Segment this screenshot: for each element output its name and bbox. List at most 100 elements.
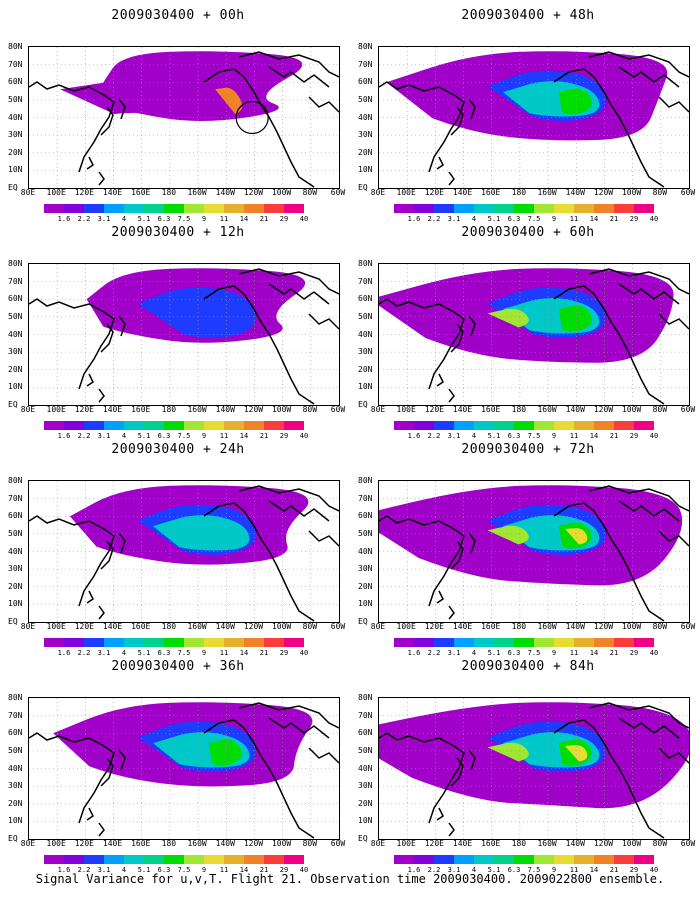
colorbar-swatch — [124, 204, 144, 213]
coastline — [448, 822, 455, 837]
lon-tick-label: 80E — [370, 839, 386, 848]
colorbar-label: 40 — [649, 649, 659, 657]
coastline — [29, 298, 115, 390]
lon-tick-label: 160W — [187, 839, 207, 848]
coastline — [86, 373, 94, 387]
lon-tick-label: 80E — [370, 622, 386, 631]
coastline — [86, 807, 94, 821]
lat-tick-label: 60N — [358, 77, 373, 87]
variance-contour — [558, 88, 592, 115]
lat-tick-label: 60N — [8, 77, 23, 87]
lon-tick-label: 140E — [452, 839, 473, 848]
panel-title: 2009030400 + 48h — [461, 8, 595, 23]
colorbar-label: 5.1 — [487, 432, 501, 440]
coastline — [436, 590, 444, 604]
map-panel: 2009030400 + 24h 80N 70N 60N 50N 40N 30N 20N 10N… — [8, 442, 348, 657]
lat-tick-label: 50N — [8, 94, 23, 104]
coastline — [618, 717, 680, 739]
lat-tick-label: 50N — [358, 94, 373, 104]
colorbar-swatch — [144, 421, 164, 430]
colorbar-swatch — [104, 204, 124, 213]
coastline — [658, 530, 689, 547]
colorbar-label: 4 — [121, 432, 127, 440]
lon-tick-label: 160W — [187, 405, 207, 414]
lat-tick-label: 30N — [8, 564, 23, 574]
colorbar-swatch — [144, 855, 164, 864]
lon-tick-label: 140E — [102, 188, 123, 197]
lat-tick-label: 80N — [8, 693, 23, 702]
colorbar-label: 40 — [299, 649, 309, 657]
lon-tick-label: 100E — [46, 622, 66, 631]
lon-tick-label: 100W — [621, 622, 642, 631]
colorbar-swatch — [594, 638, 614, 647]
lat-tick-label: 80N — [358, 42, 373, 51]
variance-contour — [487, 308, 529, 328]
lon-tick-label: 160E — [481, 622, 501, 631]
map-area — [378, 263, 690, 406]
colorbar-swatch — [634, 421, 654, 430]
panel-title: 2009030400 + 60h — [461, 225, 595, 240]
panel-title: 2009030400 + 36h — [111, 659, 245, 674]
lon-tick-label: 120W — [593, 188, 614, 197]
coastline — [100, 540, 114, 570]
lat-tick-label: 70N — [358, 276, 373, 286]
colorbar-label: 3.1 — [447, 649, 461, 657]
lat-tick-label: 20N — [8, 364, 23, 374]
coastline — [436, 373, 444, 387]
colorbar-label: 40 — [649, 866, 659, 874]
colorbar-label: 9 — [201, 215, 207, 223]
lat-tick-label: 10N — [8, 816, 23, 826]
lon-tick-label: 80W — [302, 188, 318, 197]
lon-tick-label: 180 — [161, 622, 177, 631]
colorbar-label: 4 — [471, 649, 477, 657]
colorbar-label: 9 — [201, 866, 207, 874]
colorbar-swatch — [494, 421, 514, 430]
colorbar-swatch — [414, 855, 434, 864]
colorbar-swatch — [454, 638, 474, 647]
colorbar-label: 11 — [569, 649, 579, 657]
lon-tick-label: 60W — [680, 839, 696, 848]
lon-tick-label: 140W — [565, 622, 585, 631]
lon-tick-label: 140W — [215, 839, 235, 848]
lon-tick-label: 120E — [74, 188, 94, 197]
colorbar-label: 11 — [569, 215, 579, 223]
lon-tick-label: 60W — [680, 405, 696, 414]
lat-tick-label: 70N — [8, 493, 23, 503]
lat-tick-label: 50N — [358, 311, 373, 321]
colorbar-label: 7.5 — [527, 649, 541, 657]
lon-tick-label: 100W — [271, 622, 292, 631]
colorbar-swatch — [394, 421, 414, 430]
lat-tick-label: 80N — [8, 42, 23, 51]
coastline — [268, 717, 330, 739]
colorbar-label: 3.1 — [447, 215, 461, 223]
colorbar-label: 3.1 — [97, 432, 111, 440]
coastline — [658, 313, 689, 330]
colorbar-swatch — [264, 638, 284, 647]
coastline — [238, 485, 339, 512]
colorbar-swatch — [164, 204, 184, 213]
colorbar-swatch — [64, 638, 84, 647]
lat-tick-label: EQ — [358, 183, 368, 192]
colorbar-label: 29 — [279, 649, 289, 657]
colorbar-label: 21 — [609, 215, 619, 223]
variance-contour — [565, 528, 588, 545]
colorbar-swatch — [124, 638, 144, 647]
colorbar-swatch — [574, 638, 594, 647]
panel-title: 2009030400 + 00h — [111, 8, 245, 23]
lat-tick-label: 60N — [358, 728, 373, 738]
colorbar-label: 1.6 — [57, 649, 71, 657]
coastline — [436, 156, 444, 170]
colorbar-swatch — [184, 421, 204, 430]
coastline — [203, 285, 315, 405]
panel-title: 2009030400 + 12h — [111, 225, 245, 240]
lon-tick-label: 160W — [187, 622, 207, 631]
lon-tick-label: 100W — [271, 405, 292, 414]
lon-tick-label: 160W — [537, 405, 557, 414]
lat-tick-label: 30N — [358, 564, 373, 574]
colorbar-swatch — [414, 638, 434, 647]
lon-tick-label: 120W — [243, 188, 264, 197]
coastline — [468, 98, 476, 120]
lon-tick-label: 80W — [302, 622, 318, 631]
variance-contour — [208, 739, 242, 766]
colorbar — [394, 421, 654, 430]
